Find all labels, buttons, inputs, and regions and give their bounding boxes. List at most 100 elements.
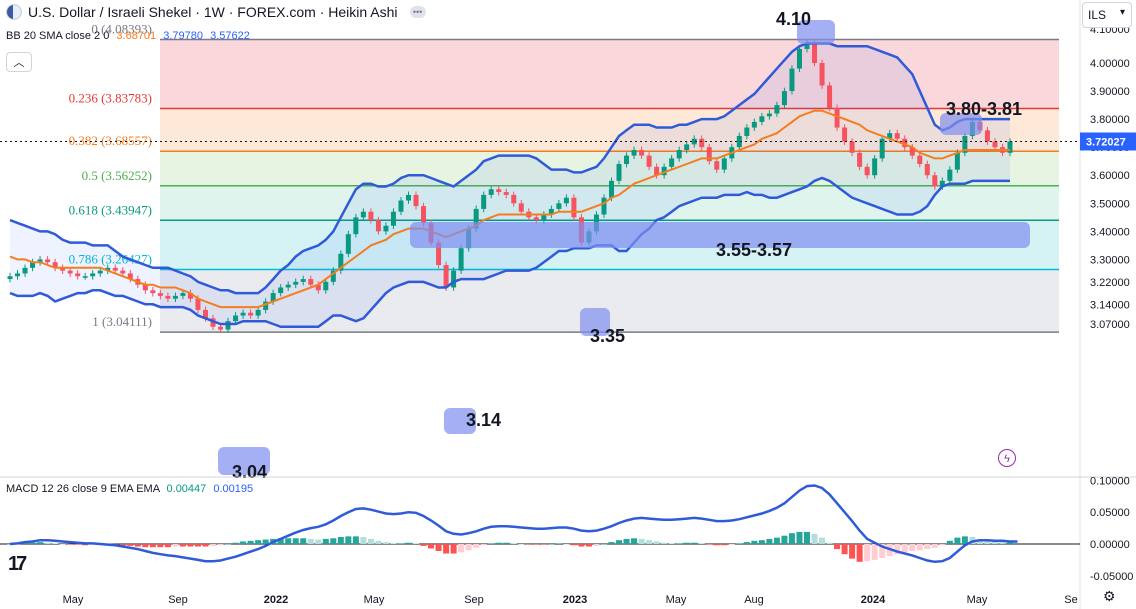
bollinger-lower-value: 3.57622 xyxy=(210,30,250,42)
histogram-bar xyxy=(315,539,322,544)
time-tick-label: 2024 xyxy=(861,594,886,606)
macd-tick-label: 0.00000 xyxy=(1090,539,1130,551)
histogram-bar xyxy=(585,544,592,547)
bollinger-legend[interactable]: BB 20 SMA close 2 0 3.68701 3.79780 3.57… xyxy=(6,30,250,42)
histogram-bar xyxy=(939,544,946,546)
highlight-box xyxy=(444,408,476,434)
histogram-bar xyxy=(277,538,284,544)
candle-body xyxy=(52,262,58,268)
histogram-bar xyxy=(322,538,329,544)
price-tick-label: 3.40000 xyxy=(1090,226,1130,238)
histogram-bar xyxy=(668,543,675,544)
candle-body xyxy=(390,211,396,226)
histogram-bar xyxy=(721,544,728,546)
candle-body xyxy=(601,197,607,215)
fib-label: 0.236 (3.83783) xyxy=(69,91,152,106)
candle-body xyxy=(285,284,291,288)
histogram-bar xyxy=(225,544,232,545)
histogram-bar xyxy=(397,543,404,544)
price-annotation: 3.35 xyxy=(590,326,625,346)
chevron-up-icon: ︿ xyxy=(13,57,25,69)
histogram-bar xyxy=(608,542,615,544)
candle-body xyxy=(345,234,351,254)
histogram-bar xyxy=(149,544,156,548)
candle-body xyxy=(766,113,772,117)
candle-body xyxy=(872,158,878,176)
histogram-bar xyxy=(879,544,886,558)
candle-body xyxy=(541,214,547,221)
histogram-bar xyxy=(255,540,262,544)
collapse-legend-button[interactable]: ︿ xyxy=(6,52,32,72)
histogram-bar xyxy=(758,540,765,544)
candle-body xyxy=(60,267,66,271)
macd-legend[interactable]: MACD 12 26 close 9 EMA EMA 0.00447 0.001… xyxy=(6,483,253,495)
candle-body xyxy=(917,155,923,165)
candle-body xyxy=(165,295,171,299)
candle-body xyxy=(511,194,517,204)
histogram-bar xyxy=(841,544,848,555)
time-tick-label: Aug xyxy=(744,594,764,606)
candle-body xyxy=(939,180,945,187)
candle-body xyxy=(157,293,163,296)
histogram-bar xyxy=(954,537,961,544)
chevron-down-icon: ▾ xyxy=(1119,7,1125,18)
price-tick-label: 3.07000 xyxy=(1090,319,1130,331)
candle-body xyxy=(947,169,953,181)
fib-label: 0 (4.08393) xyxy=(91,21,152,36)
histogram-bar xyxy=(465,544,472,551)
candle-body xyxy=(849,141,855,153)
macd-label: MACD 12 26 close 9 EMA EMA xyxy=(6,483,160,495)
gear-icon[interactable]: ⚙ xyxy=(1103,588,1116,604)
candle-body xyxy=(804,43,810,49)
price-annotation: 3.80-3.81 xyxy=(946,99,1022,119)
histogram-bar xyxy=(894,544,901,555)
candle-body xyxy=(812,43,818,63)
time-tick-label: Sep xyxy=(464,594,484,606)
candle-body xyxy=(368,211,374,221)
histogram-bar xyxy=(616,540,623,544)
chart-title: U.S. Dollar / Israeli Shekel · 1W · FORE… xyxy=(28,4,398,20)
candle-body xyxy=(451,270,457,288)
candle-body xyxy=(315,284,321,291)
histogram-bar xyxy=(360,537,367,544)
candle-body xyxy=(300,279,306,282)
candle-body xyxy=(443,265,449,288)
candle-body xyxy=(405,194,411,201)
fib-label: 0.5 (3.56252) xyxy=(82,168,152,183)
tradingview-logo: 17 xyxy=(8,553,27,575)
candle-body xyxy=(45,259,51,263)
histogram-bar xyxy=(382,542,389,544)
candle-body xyxy=(278,287,284,294)
candle-body xyxy=(233,315,239,322)
histogram-bar xyxy=(59,544,66,545)
time-tick-label: May xyxy=(63,594,84,606)
more-options-icon[interactable]: ••• xyxy=(409,6,426,18)
candle-body xyxy=(293,281,299,285)
fib-label: 0.382 (3.68557) xyxy=(69,133,152,148)
candle-body xyxy=(270,293,276,302)
currency-selector[interactable]: ILS ▾ xyxy=(1082,2,1132,28)
histogram-bar xyxy=(7,544,13,545)
histogram-bar xyxy=(480,544,487,546)
histogram-bar xyxy=(788,533,795,544)
macd-histogram xyxy=(7,531,1013,562)
histogram-bar xyxy=(119,544,126,546)
candle-body xyxy=(736,135,742,148)
candle-body xyxy=(375,220,381,232)
histogram-bar xyxy=(946,540,953,544)
candle-body xyxy=(240,312,246,316)
candle-body xyxy=(383,225,389,232)
currency-label: ILS xyxy=(1088,8,1107,22)
lightning-icon[interactable]: ϟ xyxy=(998,449,1016,467)
candle-body xyxy=(90,273,96,277)
candle-body xyxy=(330,270,336,282)
histogram-bar xyxy=(240,541,247,544)
price-tick-label: 3.80000 xyxy=(1090,114,1130,126)
histogram-bar xyxy=(375,540,382,544)
candle-body xyxy=(819,63,825,86)
histogram-bar xyxy=(540,544,547,545)
histogram-bar xyxy=(157,544,164,548)
candle-body xyxy=(654,166,660,176)
candle-body xyxy=(962,135,968,153)
